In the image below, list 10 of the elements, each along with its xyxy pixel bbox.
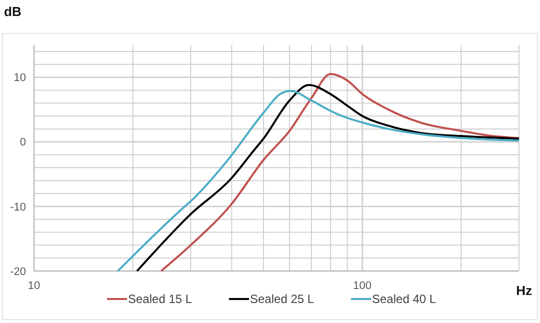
y-tick-label: -20 — [10, 266, 26, 278]
legend-label: Sealed 40 L — [372, 292, 436, 306]
y-tick-label: -10 — [10, 201, 26, 214]
y-tick-label: 0 — [20, 136, 26, 149]
legend-label: Sealed 25 L — [250, 292, 314, 306]
x-tick-label: 100 — [353, 280, 372, 292]
x-axis-title: Hz — [516, 283, 532, 298]
y-tick-label: 10 — [14, 72, 26, 84]
y-axis-title: dB — [4, 4, 22, 19]
legend-label: Sealed 15 L — [128, 292, 192, 306]
